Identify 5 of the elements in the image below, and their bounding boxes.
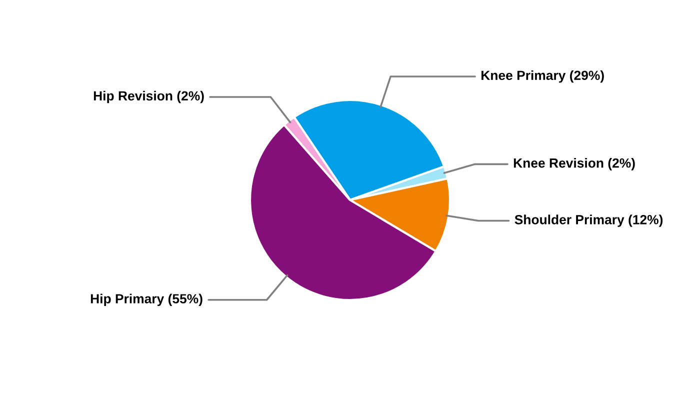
slice-label: Shoulder Primary (12%) (514, 214, 663, 227)
slice-label: Hip Revision (2%) (94, 90, 204, 104)
slice-label: Knee Revision (2%) (514, 158, 635, 170)
slice-label: Knee Primary (29%) (482, 70, 604, 83)
slice-label: Hip Primary (55%) (90, 294, 202, 306)
